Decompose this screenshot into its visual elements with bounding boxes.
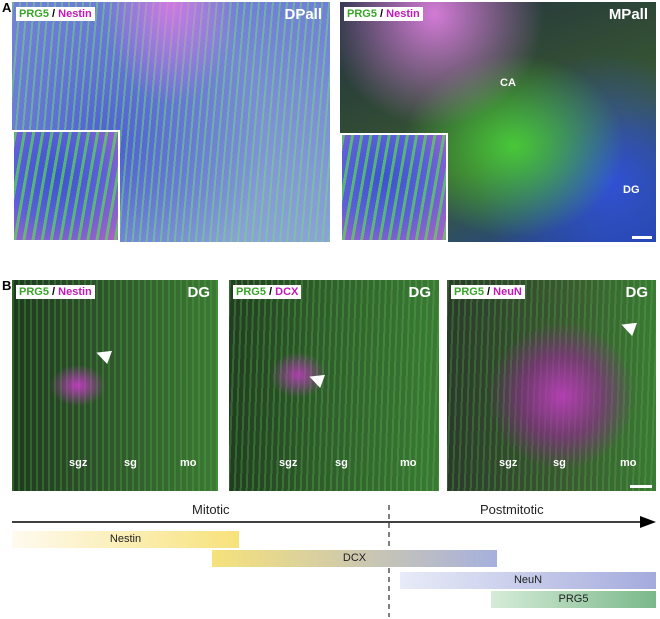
marker-label: PRG5 / Nestin — [16, 7, 95, 21]
inset-zoom — [340, 133, 448, 242]
marker-label: PRG5 / Nestin — [344, 7, 423, 21]
phase-label: Postmitotic — [480, 502, 544, 517]
marker-2: Nestin — [386, 8, 420, 20]
layer-label: mo — [400, 457, 417, 469]
panel-letter: A — [2, 0, 12, 15]
layer-label: sg — [553, 457, 566, 469]
region-annotation: CA — [500, 77, 516, 89]
marker-bar: Nestin — [12, 531, 239, 548]
layer-label: sgz — [69, 457, 88, 469]
arrow-head — [640, 516, 656, 528]
arrowhead — [94, 346, 112, 364]
marker-label: PRG5 / NeuN — [451, 285, 525, 299]
marker-bar: DCX — [212, 550, 497, 567]
marker-2: NeuN — [493, 286, 522, 298]
layer-label: sgz — [279, 457, 298, 469]
separator: / — [52, 8, 56, 20]
scale-bar — [630, 485, 652, 488]
region-label: DG — [625, 284, 649, 301]
marker-2: Nestin — [58, 286, 92, 298]
micrograph: PRG5 / NeuN DG sgz sg mo — [447, 280, 656, 491]
layer-label: mo — [620, 457, 637, 469]
region-label: DPall — [284, 6, 322, 23]
panel-letter: B — [2, 278, 12, 293]
marker-label: PRG5 / DCX — [233, 285, 302, 299]
scale-bar — [632, 236, 652, 239]
layer-label: sgz — [499, 457, 518, 469]
layer-label: mo — [180, 457, 197, 469]
marker-bar: NeuN — [400, 572, 656, 589]
marker-bar: PRG5 — [491, 591, 656, 608]
marker-1: PRG5 — [19, 8, 49, 20]
micrograph: PRG5 / DCX DG sgz sg mo — [229, 280, 439, 491]
arrowhead — [307, 370, 325, 388]
marker-label: PRG5 / Nestin — [16, 285, 95, 299]
marker-1: PRG5 — [19, 286, 49, 298]
region-label: DG — [187, 284, 211, 301]
marker-2: DCX — [275, 286, 299, 298]
marker-2: Nestin — [58, 8, 92, 20]
micrograph: PRG5 / Nestin MPall CA DG — [340, 2, 656, 242]
layer-label: sg — [124, 457, 137, 469]
region-annotation: DG — [623, 184, 640, 196]
layer-label: sg — [335, 457, 348, 469]
marker-1: PRG5 — [454, 286, 484, 298]
region-label: MPall — [608, 6, 648, 23]
micrograph: PRG5 / Nestin DG sgz sg mo — [12, 280, 218, 491]
marker-1: PRG5 — [347, 8, 377, 20]
separator: / — [269, 286, 273, 298]
arrowhead — [619, 318, 637, 336]
inset-zoom — [12, 130, 120, 242]
micrograph: PRG5 / Nestin DPall — [12, 2, 330, 242]
phase-label: Mitotic — [192, 502, 230, 517]
separator: / — [380, 8, 384, 20]
marker-1: PRG5 — [236, 286, 266, 298]
separator: / — [487, 286, 491, 298]
separator: / — [52, 286, 56, 298]
region-label: DG — [408, 284, 432, 301]
